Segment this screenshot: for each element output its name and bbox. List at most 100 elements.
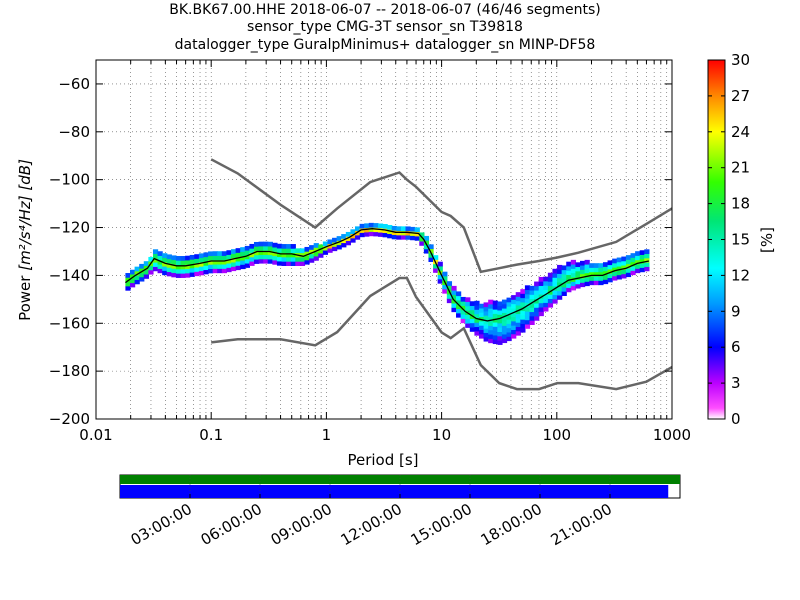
heatmap-cell	[299, 248, 306, 254]
heatmap-cell	[515, 296, 521, 302]
heatmap-cell	[589, 267, 595, 273]
heatmap-cell	[304, 255, 310, 261]
heatmap-cell	[332, 237, 338, 243]
heatmap-cell	[194, 262, 200, 268]
heatmap-cell	[557, 264, 563, 270]
heatmap-cell	[625, 259, 632, 265]
heatmap-cell	[534, 281, 540, 287]
heatmap-cell	[644, 253, 650, 259]
heatmap-cell	[566, 278, 572, 284]
heatmap-cell	[286, 261, 292, 266]
y-tick-label: −60	[58, 75, 90, 93]
heatmap-cell	[465, 323, 471, 328]
heatmap-cell	[635, 255, 641, 261]
heatmap-cell	[492, 304, 498, 310]
heatmap-cell	[492, 313, 498, 319]
heatmap-cell	[258, 258, 264, 264]
heatmap-cell	[492, 339, 498, 345]
colorbar-tick-label: 18	[731, 195, 750, 213]
heatmap-cell	[474, 313, 480, 319]
heatmap-cell	[538, 285, 544, 291]
heatmap-cell	[359, 232, 365, 238]
coverage-panel: 03:00:00 06:00:00 09:00:00 12:00:00 15:00:00…	[119, 474, 681, 549]
heatmap-cell	[263, 254, 269, 260]
heatmap-cell	[598, 276, 604, 281]
heatmap-cell	[630, 257, 636, 263]
heatmap-cell	[570, 272, 577, 278]
heatmap-cell	[272, 242, 278, 248]
heatmap-cell	[139, 276, 145, 282]
heatmap-cell	[557, 290, 563, 296]
heatmap-cell	[350, 237, 356, 243]
heatmap-cell	[593, 267, 599, 273]
heatmap-cell	[501, 321, 508, 326]
heatmap-cell	[593, 271, 599, 277]
heatmap-cell	[410, 235, 416, 241]
heatmap-cell	[244, 250, 250, 255]
heatmap-cell	[474, 318, 480, 323]
heatmap-cell	[488, 316, 494, 322]
heatmap-cell	[139, 263, 145, 269]
heatmap-cell	[373, 227, 379, 233]
heatmap-cell	[299, 261, 306, 266]
heatmap-cell	[524, 289, 531, 295]
psd-heatmap	[125, 222, 650, 345]
heatmap-cell	[276, 252, 283, 258]
x-tick-label: 10	[432, 426, 451, 444]
heatmap-cell	[180, 260, 186, 266]
heatmap-cell	[511, 333, 517, 339]
heatmap-cell	[423, 235, 430, 241]
heatmap-cell	[584, 277, 590, 282]
heatmap-cell	[290, 256, 296, 262]
heatmap-cell	[557, 269, 563, 274]
mode-curve	[125, 228, 650, 322]
heatmap-cell	[515, 300, 521, 306]
heatmap-cell	[286, 252, 292, 258]
heatmap-cell	[589, 263, 595, 268]
heatmap-cell	[483, 315, 489, 321]
heatmap-cell	[511, 308, 517, 313]
heatmap-cell	[534, 303, 540, 308]
colorbar-tick-label: 3	[731, 374, 741, 392]
heatmap-cell	[557, 273, 563, 279]
heatmap-cell	[575, 270, 581, 276]
heatmap-cell	[253, 259, 260, 264]
heatmap-cell	[524, 285, 531, 291]
heatmap-cell	[501, 329, 508, 335]
heatmap-cell	[474, 330, 480, 336]
heatmap-cell	[497, 331, 503, 337]
heatmap-cell	[543, 276, 549, 282]
heatmap-cell	[598, 263, 604, 268]
heatmap-cell	[152, 249, 159, 254]
heatmap-cell	[451, 298, 457, 304]
heatmap-cell	[405, 230, 411, 236]
heatmap-cell	[557, 286, 563, 292]
heatmap-cell	[231, 257, 237, 263]
heatmap-cell	[368, 227, 374, 232]
x-tick-label: 0.01	[79, 426, 112, 444]
heatmap-cell	[203, 261, 209, 266]
heatmap-cell	[129, 282, 136, 288]
heatmap-cell	[258, 254, 264, 260]
heatmap-cell	[580, 278, 586, 283]
heatmap-cell	[442, 288, 448, 294]
heatmap-cell	[616, 261, 622, 267]
heatmap-cell	[290, 252, 296, 258]
heatmap-cell	[570, 268, 577, 274]
heatmap-cell	[175, 268, 182, 274]
heatmap-cell	[157, 255, 163, 261]
heatmap-cell	[625, 255, 632, 260]
heatmap-cell	[336, 236, 342, 241]
heatmap-cell	[635, 251, 641, 256]
heatmap-cell	[157, 259, 163, 265]
heatmap-cell	[635, 259, 641, 265]
heatmap-cell	[350, 229, 356, 235]
heatmap-cell	[162, 253, 168, 258]
heatmap-cell	[529, 307, 535, 313]
heatmap-cell	[442, 284, 448, 290]
heatmap-cell	[501, 338, 508, 344]
y-axis-label-units: [m²/s⁴/Hz] [dB]	[16, 159, 34, 271]
heatmap-cell	[561, 282, 567, 288]
heatmap-cell	[322, 241, 329, 247]
heatmap-cell	[593, 263, 599, 268]
